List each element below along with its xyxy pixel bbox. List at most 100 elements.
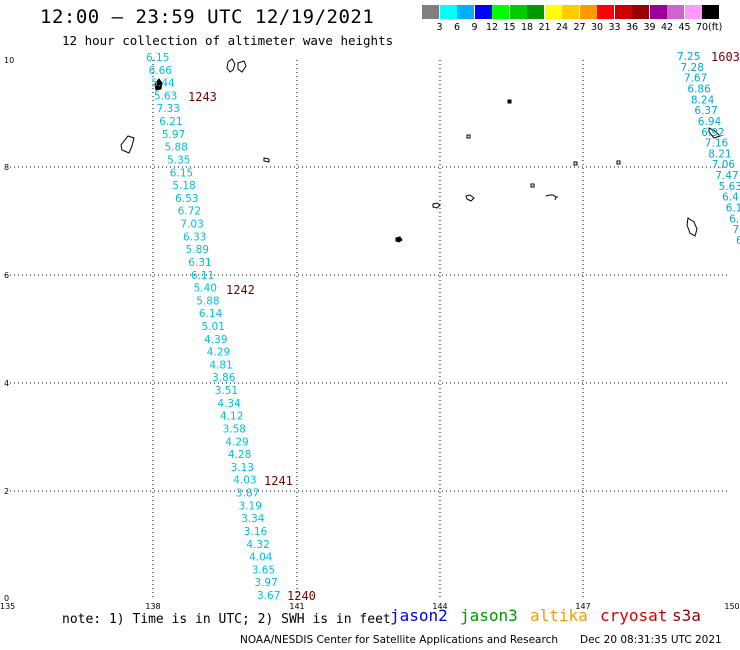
latitude-label: 8: [4, 163, 9, 172]
legend-tick-label: 30: [590, 22, 604, 33]
island: [708, 127, 721, 139]
wave-height-label: 7.33: [157, 103, 180, 115]
map-title: 12:00 – 23:59 UTC 12/19/2021: [40, 6, 375, 28]
legend-swatch: [422, 5, 439, 19]
wave-height-label: 3.16: [244, 526, 268, 538]
longitude-label: 138: [145, 602, 160, 610]
legend-swatch: [509, 5, 527, 19]
wave-height-label: 4.03: [233, 475, 256, 487]
wave-height-label: 6.21: [159, 116, 182, 128]
longitude-label: 147: [575, 602, 590, 610]
legend-tick-label: 15: [503, 22, 516, 33]
wave-height-label: 6.72: [178, 206, 201, 218]
wave-height-label: 3.67: [257, 590, 280, 602]
wave-height-label: 5.63: [719, 181, 740, 193]
footer-credit: NOAA/NESDIS Center for Satellite Applica…: [240, 634, 558, 646]
legend-swatch: [474, 5, 492, 19]
satellite-name: altika: [530, 606, 588, 625]
wave-height-label: 6.37: [694, 105, 717, 117]
satellite-name: cryosat: [600, 606, 668, 625]
island: [263, 157, 270, 163]
legend-swatch: [544, 5, 562, 19]
longitude-label: 141: [289, 602, 304, 610]
legend-tick-label: 39: [643, 22, 656, 33]
wave-height-label: 5.44: [151, 78, 175, 90]
wave-height-label: 7.25: [677, 51, 700, 63]
wave-height-label: 3.34: [241, 513, 265, 525]
wave-height-label: 4.12: [220, 411, 243, 423]
longitude-label: 135: [0, 602, 15, 610]
legend-tick-label: 70: [695, 22, 709, 33]
legend-tick-label: 3: [436, 22, 443, 33]
wave-height-label: 3.51: [215, 385, 238, 397]
satellite-name: jason2: [390, 606, 448, 625]
wave-height-label: 3.65: [252, 564, 275, 576]
island: [686, 217, 698, 237]
wave-height-label: 6.4: [722, 192, 739, 204]
latitude-label: 6: [4, 271, 9, 280]
wave-height-label: 7.06: [712, 159, 736, 171]
wave-height-label: 6.92: [701, 127, 724, 139]
pass-number-label: 1603: [711, 50, 740, 64]
island: [466, 134, 471, 139]
wave-height-label: 6.66: [149, 65, 173, 77]
wave-height-label: 4.04: [249, 552, 273, 564]
legend-swatch: [562, 5, 579, 19]
altimeter-track-east: 7.257.287.676.868.246.376.946.927.168.21…: [677, 51, 740, 247]
satellite-name: jason3: [460, 606, 518, 625]
wave-height-label: 6.86: [687, 84, 711, 96]
latitude-label: 4: [4, 379, 9, 388]
wave-height-label: 4.29: [207, 347, 230, 359]
wave-height-label: 6.: [729, 213, 739, 225]
wave-height-label: 6.15: [170, 167, 193, 179]
altimeter-track-west: 6.156.665.445.637.336.215.975.885.356.15…: [146, 52, 280, 602]
legend-swatch: [614, 5, 632, 19]
legend-swatch: [649, 5, 667, 19]
wave-height-label: 5.01: [202, 321, 225, 333]
wave-height-label: 5.88: [196, 295, 219, 307]
wave-height-label: 4.28: [228, 449, 251, 461]
legend-tick-label: 9: [471, 22, 478, 33]
wave-height-label: 8.24: [691, 94, 715, 106]
legend-swatch: [439, 5, 457, 19]
legend-tick-label: 27: [573, 22, 586, 33]
longitude-label: 144: [432, 602, 447, 610]
pass-number-label: 1241: [264, 474, 293, 488]
wave-height-label: 5.97: [162, 129, 185, 141]
wave-height-label: 5.63: [154, 90, 177, 102]
satellite-name: s3a: [672, 606, 701, 625]
map-subtitle: 12 hour collection of altimeter wave hei…: [62, 33, 394, 48]
island: [154, 78, 163, 91]
legend-tick-label: 24: [555, 22, 569, 33]
wave-height-label: 6.94: [698, 116, 722, 128]
wave-height-label: 4.39: [204, 334, 227, 346]
wave-height-label: 7.28: [681, 62, 704, 74]
island: [395, 236, 403, 243]
latitude-label: 2: [4, 487, 9, 496]
wave-height-label: 7.16: [705, 138, 729, 150]
wave-height-label: 5.89: [186, 244, 209, 256]
wave-height-label: 6.53: [175, 193, 198, 205]
longitude-label: 150: [724, 602, 739, 610]
legend-swatch: [579, 5, 597, 19]
legend-unit-label: (ft): [708, 22, 723, 33]
island: [465, 194, 475, 202]
legend-swatch: [667, 5, 684, 19]
legend-swatch: [597, 5, 614, 19]
wave-height-label: 3.87: [236, 488, 259, 500]
wave-height-label: 7.67: [684, 73, 707, 85]
wave-height-label: 5.88: [165, 142, 188, 154]
wave-height-label: 4.34: [217, 398, 241, 410]
island-outlines: [120, 58, 721, 243]
wave-height-label: 6.11: [191, 270, 214, 282]
wave-height-label: 4.32: [246, 539, 269, 551]
wave-height-label: 3.13: [231, 462, 254, 474]
legend-tick-label: 12: [485, 22, 499, 33]
pass-number-label: 1242: [226, 283, 255, 297]
pass-number-label: 1240: [287, 589, 316, 603]
wave-height-label: 3.19: [239, 500, 262, 512]
legend-tick-label: 45: [678, 22, 691, 33]
wave-height-label: 5.40: [194, 283, 217, 295]
